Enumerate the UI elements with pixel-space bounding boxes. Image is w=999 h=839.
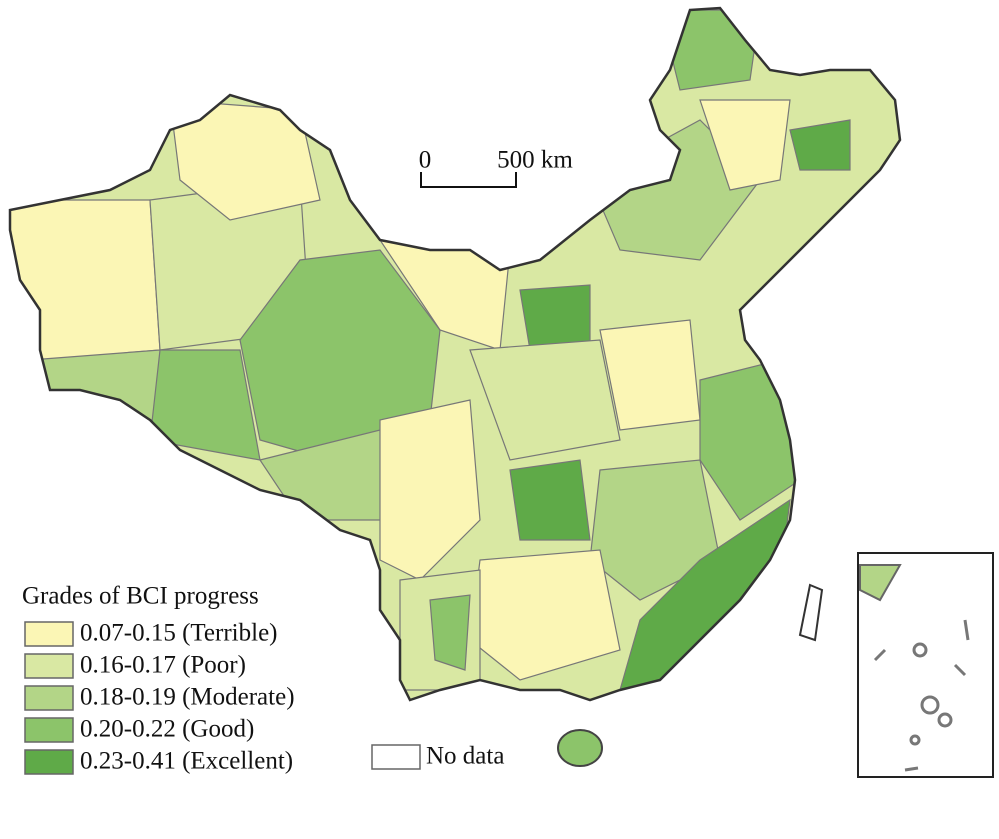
legend-label: 0.16-0.17 (Poor) <box>80 652 246 679</box>
scale-bar: 0 500 km <box>419 147 573 188</box>
scale-label: 0 <box>419 147 432 174</box>
inset-islands <box>873 619 970 772</box>
legend-swatch <box>24 653 74 679</box>
legend-swatch <box>24 685 74 711</box>
taiwan <box>798 583 824 642</box>
inset-coast <box>859 564 902 602</box>
legend-swatch <box>371 744 421 770</box>
hainan <box>557 729 603 767</box>
legend-label: 0.18-0.19 (Moderate) <box>80 684 295 711</box>
legend-swatch <box>24 749 74 775</box>
legend-label: No data <box>426 743 504 770</box>
legend-swatch <box>24 621 74 647</box>
legend-title: Grades of BCI progress <box>22 583 259 610</box>
legend-swatch <box>24 717 74 743</box>
legend-label: 0.23-0.41 (Excellent) <box>80 748 293 775</box>
legend-label: 0.07-0.15 (Terrible) <box>80 620 278 647</box>
scale-label: 500 km <box>497 147 573 174</box>
legend: Grades of BCI progress 0.07-0.15 (Terrib… <box>22 583 504 775</box>
legend-label: 0.20-0.22 (Good) <box>80 716 254 743</box>
